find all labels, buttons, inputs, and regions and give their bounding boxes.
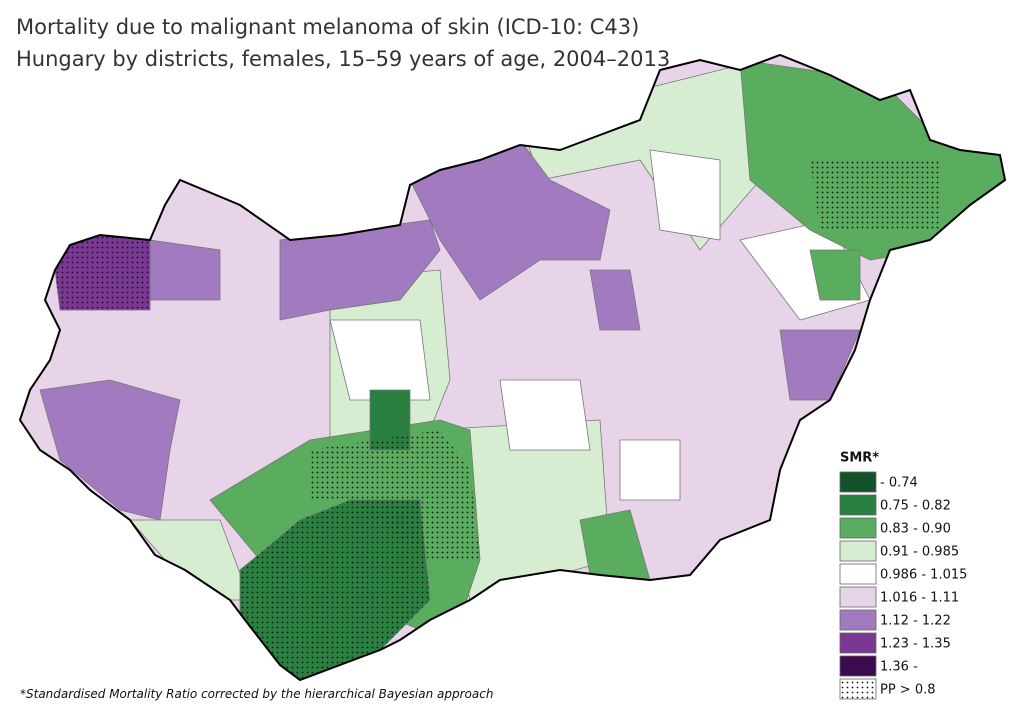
legend-swatch xyxy=(839,540,877,562)
legend-label: 1.12 - 1.22 xyxy=(880,614,951,629)
region xyxy=(329,319,431,401)
region xyxy=(619,439,681,501)
legend-swatch xyxy=(839,494,877,516)
legend-swatch xyxy=(839,678,877,700)
legend-label: 1.36 - xyxy=(880,660,918,675)
region xyxy=(649,149,721,241)
legend-swatch xyxy=(839,609,877,631)
region xyxy=(589,269,641,331)
legend-label: 1.23 - 1.35 xyxy=(880,637,951,652)
legend-label: 0.91 - 0.985 xyxy=(880,545,959,560)
pattern-area xyxy=(50,230,150,310)
legend-title: SMR* xyxy=(840,451,879,466)
region xyxy=(809,249,861,301)
legend-label: 0.75 - 0.82 xyxy=(880,499,951,514)
legend-label: 0.83 - 0.90 xyxy=(880,522,951,537)
pattern-area xyxy=(240,500,430,680)
footnote: *Standardised Mortality Ratio corrected … xyxy=(20,687,493,701)
region xyxy=(409,139,611,301)
legend-swatch xyxy=(839,586,877,608)
region xyxy=(39,379,181,521)
region xyxy=(149,239,221,301)
legend-swatch xyxy=(839,517,877,539)
subtitle: Hungary by districts, females, 15–59 yea… xyxy=(16,47,670,71)
legend-swatch xyxy=(839,632,877,654)
legend-swatch xyxy=(839,471,877,493)
legend: SMR* - 0.74 0.75 - 0.82 0.83 - 0.90 0.91 - … xyxy=(839,451,967,700)
title: Mortality due to malignant melanoma of s… xyxy=(16,15,639,39)
legend-label: PP > 0.8 xyxy=(880,683,936,698)
legend-label: 0.986 - 1.015 xyxy=(880,568,967,583)
region xyxy=(499,379,591,451)
legend-swatch xyxy=(839,563,877,585)
legend-swatch xyxy=(839,655,877,677)
legend-label: - 0.74 xyxy=(880,476,918,491)
pattern-area xyxy=(810,160,940,230)
pattern-area xyxy=(310,430,480,560)
legend-label: 1.016 - 1.11 xyxy=(880,591,959,606)
